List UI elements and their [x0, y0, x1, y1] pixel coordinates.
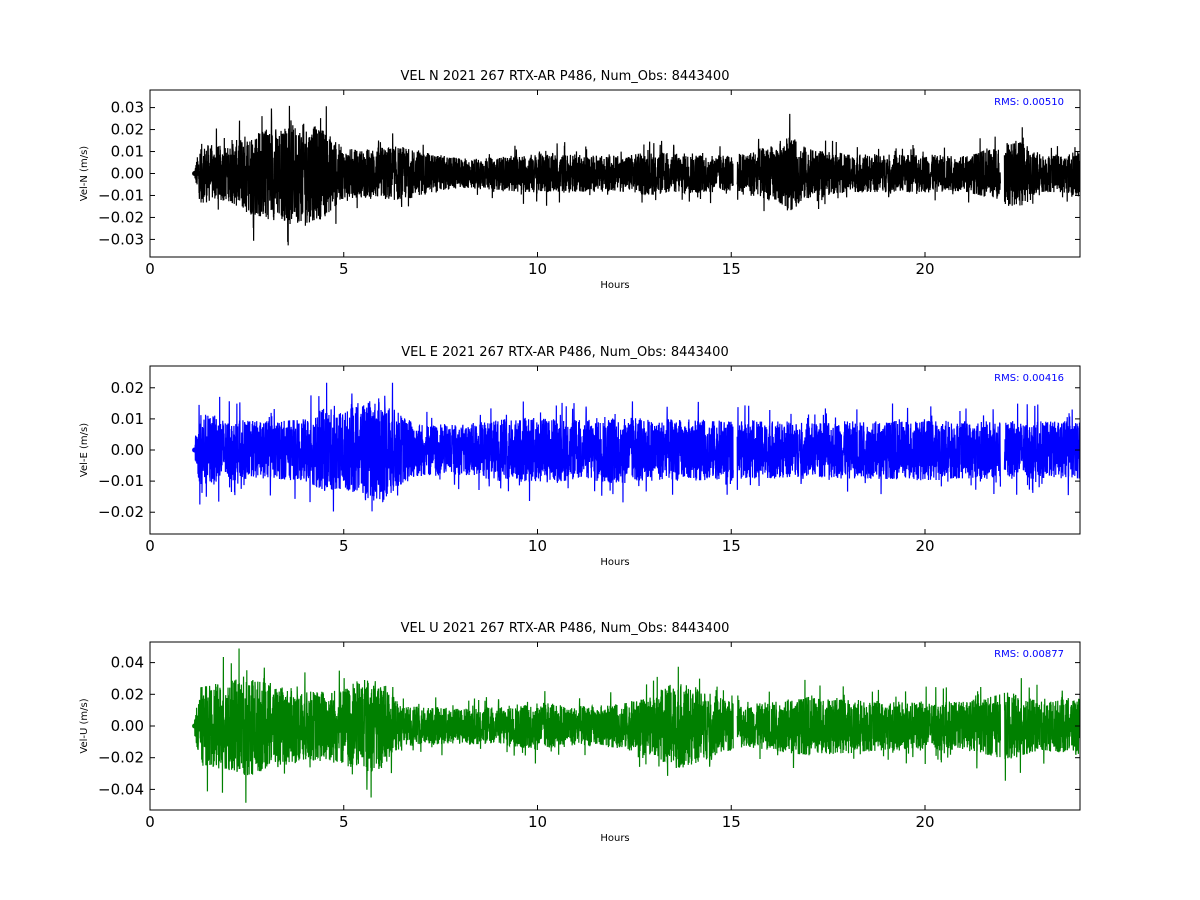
vel-n-xtick-label: 15: [722, 260, 741, 278]
vel-n-series-line: [194, 105, 1080, 246]
vel-n-subplot: 0 5 10 15 20 −0.03 −0.02 −0.01 0.00 0.01 0.02 0.03 V…: [79, 69, 1081, 291]
vel-n-ytick-label: 0.01: [111, 143, 144, 161]
vel-u-xtick-label: 20: [915, 813, 934, 831]
vel-n-ytick-label: −0.01: [98, 186, 144, 204]
vel-e-start-marker: [192, 447, 198, 453]
vel-n-xlabel: Hours: [600, 280, 629, 291]
vel-e-series-line: [193, 382, 1080, 512]
vel-n-ytick-label: 0.03: [111, 99, 144, 117]
vel-u-ytick-label: −0.04: [98, 780, 144, 798]
vel-e-ytick-label: −0.02: [98, 503, 144, 521]
vel-n-xtick-label: 5: [339, 260, 349, 278]
vel-n-xtick-label: 0: [145, 260, 155, 278]
vel-n-ytick-label: −0.03: [98, 230, 144, 248]
vel-u-xtick-label: 0: [145, 813, 155, 831]
vel-n-xtick-label: 20: [915, 260, 934, 278]
vel-u-xlabel: Hours: [600, 833, 629, 844]
vel-u-ytick-label: 0.00: [111, 717, 144, 735]
vel-n-title: VEL N 2021 267 RTX-AR P486, Num_Obs: 844…: [401, 69, 730, 84]
vel-n-ylabel: Vel-N (m/s): [79, 146, 90, 201]
vel-e-subplot: 0 5 10 15 20 −0.02 −0.01 0.00 0.01 0.02 VEL E 2021…: [79, 345, 1081, 568]
vel-n-ytick-label: 0.00: [111, 165, 144, 183]
vel-u-series-line: [193, 648, 1080, 803]
vel-e-ytick-label: 0.02: [111, 379, 144, 397]
vel-n-start-marker: [192, 171, 198, 176]
vel-u-xtick-label: 5: [339, 813, 349, 831]
vel-e-xtick-label: 15: [722, 537, 741, 555]
vel-e-xtick-label: 0: [145, 537, 155, 555]
vel-u-ytick-label: 0.02: [111, 685, 144, 703]
vel-u-start-marker: [192, 723, 198, 729]
vel-u-rms-annotation: RMS: 0.00877: [994, 649, 1064, 660]
vel-e-ytick-label: 0.01: [111, 410, 144, 428]
vel-e-ytick-label: 0.00: [111, 441, 144, 459]
vel-u-title: VEL U 2021 267 RTX-AR P486, Num_Obs: 844…: [401, 621, 730, 636]
vel-n-xtick-label: 10: [528, 260, 547, 278]
vel-e-ylabel: Vel-E (m/s): [79, 423, 90, 477]
vel-e-xlabel: Hours: [600, 557, 629, 568]
vel-e-xtick-label: 5: [339, 537, 349, 555]
vel-n-ytick-label: 0.02: [111, 121, 144, 139]
vel-e-xtick-label: 10: [528, 537, 547, 555]
vel-e-xtick-label: 20: [915, 537, 934, 555]
vel-n-rms-annotation: RMS: 0.00510: [994, 97, 1064, 108]
vel-u-ylabel: Vel-U (m/s): [79, 698, 90, 753]
vel-n-ytick-label: −0.02: [98, 208, 144, 226]
vel-u-xtick-label: 10: [528, 813, 547, 831]
vel-u-xtick-label: 15: [722, 813, 741, 831]
vel-u-ytick-label: −0.02: [98, 749, 144, 767]
vel-u-subplot: 0 5 10 15 20 −0.04 −0.02 0.00 0.02 0.04 VEL U 2021…: [79, 621, 1081, 844]
vel-e-rms-annotation: RMS: 0.00416: [994, 373, 1064, 384]
vel-e-ytick-label: −0.01: [98, 472, 144, 490]
vel-e-title: VEL E 2021 267 RTX-AR P486, Num_Obs: 844…: [401, 345, 728, 360]
vel-u-ytick-label: 0.04: [111, 654, 144, 672]
